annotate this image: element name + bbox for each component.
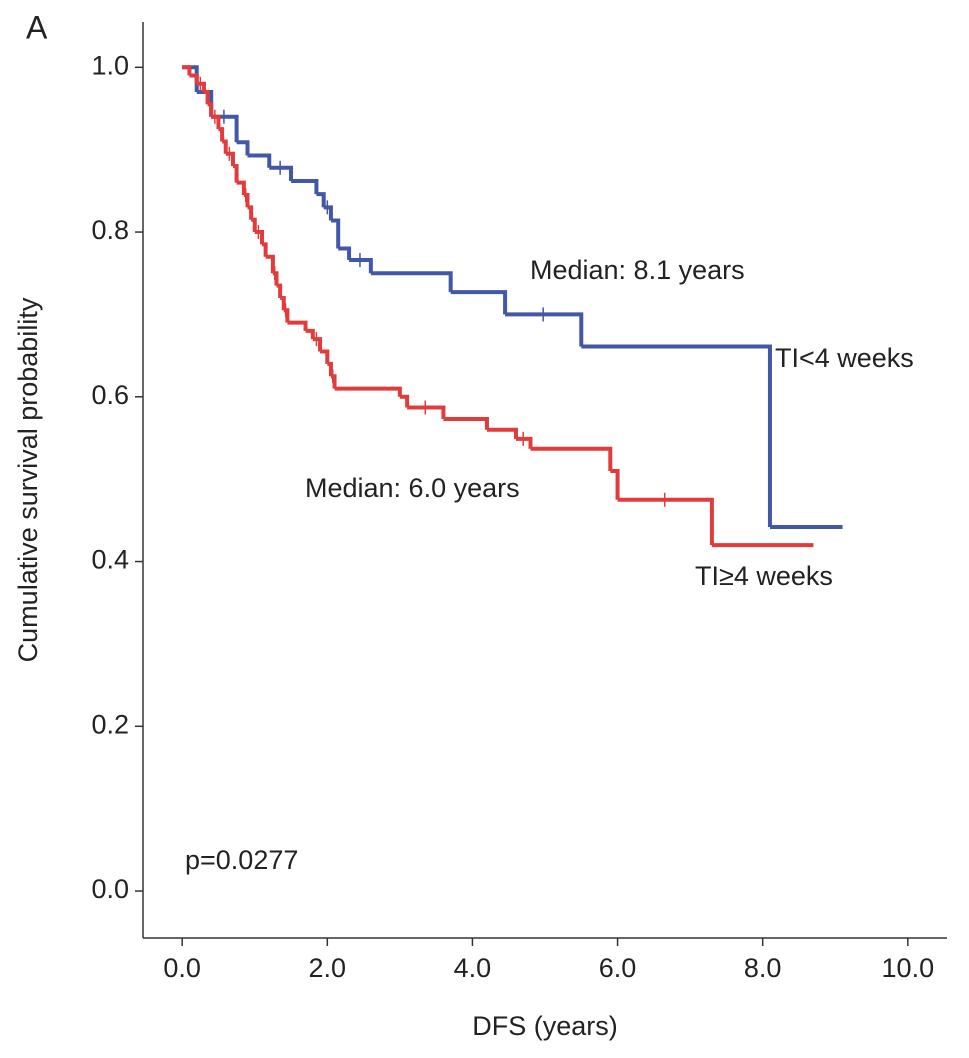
series-label: TI<4 weeks: [775, 343, 914, 373]
survival-step: [305, 328, 315, 340]
survival-step: [211, 114, 221, 130]
x-tick-label: 0.0: [163, 953, 201, 983]
x-tick-label: 6.0: [599, 953, 637, 983]
survival-step: [222, 139, 228, 154]
survival-step: [189, 73, 199, 84]
survival-step: [280, 295, 286, 311]
survival-step: [330, 218, 341, 249]
survival-step: [276, 283, 283, 298]
survival-step: [203, 90, 210, 105]
survival-step: [581, 344, 772, 527]
survival-step: [338, 246, 352, 261]
survival-step: [399, 394, 410, 408]
x-tick-label: 2.0: [309, 953, 347, 983]
survival-step: [486, 427, 518, 439]
survival-step: [530, 446, 613, 471]
survival-step: [236, 140, 250, 156]
x-tick-label: 4.0: [454, 953, 492, 983]
x-tick-label: 10.0: [882, 953, 935, 983]
series-label: TI≥4 weeks: [695, 561, 833, 591]
survival-step: [254, 230, 265, 245]
p-value: p=0.0277: [185, 845, 298, 875]
survival-step: [515, 436, 533, 449]
survival-step: [610, 468, 620, 500]
survival-step: [265, 254, 275, 274]
x-axis-title: DFS (years): [472, 1011, 618, 1041]
panel-label: A: [26, 9, 48, 45]
survival-step: [182, 65, 192, 76]
survival-step: [327, 361, 333, 377]
survival-step: [334, 386, 402, 397]
median-label: Median: 8.1 years: [530, 255, 745, 285]
survival-step: [320, 349, 330, 364]
survival-step: [287, 320, 308, 331]
survival-step: [247, 205, 254, 220]
survival-step: [262, 242, 268, 257]
y-tick-label: 0.2: [91, 709, 129, 739]
y-tick-label: 0.6: [91, 380, 129, 410]
survival-step: [312, 337, 323, 352]
y-tick-label: 0.8: [91, 215, 129, 245]
survival-step: [291, 178, 319, 195]
survival-step: [450, 290, 508, 315]
survival-step: [207, 102, 214, 117]
y-tick-label: 1.0: [91, 50, 129, 80]
survival-step: [407, 405, 446, 420]
y-tick-label: 0.4: [91, 545, 129, 575]
survival-step: [617, 497, 714, 546]
survival-step: [349, 258, 373, 274]
survival-step: [316, 192, 326, 208]
survival-step: [247, 153, 272, 168]
median-label: Median: 6.0 years: [305, 473, 520, 503]
survival-step: [505, 312, 584, 347]
survival-step: [236, 180, 246, 195]
survival-step: [269, 165, 294, 181]
y-axis-title: Cumulative survival probability: [13, 297, 43, 662]
y-tick-label: 0.0: [91, 874, 129, 904]
survival-step: [251, 217, 257, 233]
survival-step: [232, 164, 239, 183]
survival-step: [443, 417, 489, 430]
survival-step: [370, 271, 453, 293]
survival-step: [196, 81, 206, 93]
survival-step: [323, 205, 333, 221]
survival-step: [218, 127, 225, 142]
survival-step: [225, 151, 235, 167]
x-tick-label: 8.0: [744, 953, 782, 983]
